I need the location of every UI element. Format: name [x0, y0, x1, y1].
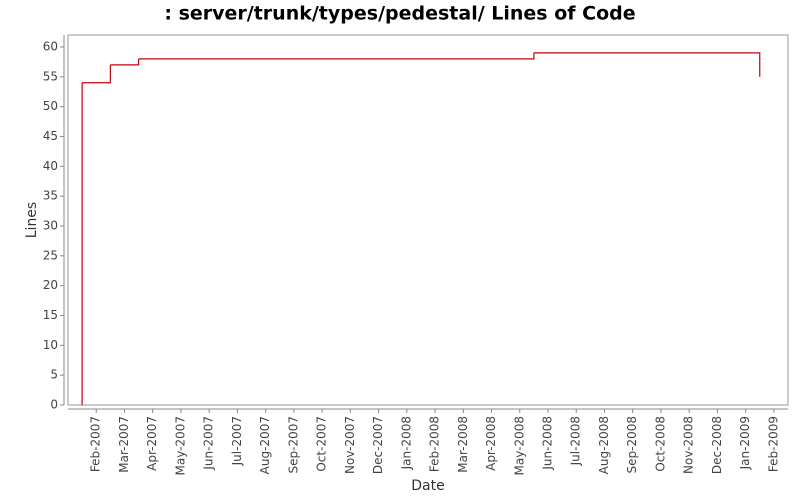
x-tick-label: Mar-2008: [456, 416, 470, 473]
x-tick-label: Feb-2008: [428, 416, 442, 472]
y-tick-label: 50: [43, 99, 58, 113]
x-tick-label: Feb-2007: [89, 416, 103, 472]
y-tick-label: 35: [43, 189, 58, 203]
step-segment: [138, 52, 535, 60]
y-tick-label: 40: [43, 159, 58, 173]
x-tick-label: Dec-2008: [710, 416, 724, 474]
x-tick-label: Aug-2007: [258, 416, 272, 474]
y-tick-label: 15: [43, 308, 58, 322]
x-tick-label: Mar-2007: [117, 416, 131, 473]
y-tick-label: 30: [43, 218, 58, 232]
y-tick-label: 60: [43, 39, 58, 53]
step-segment: [82, 64, 111, 84]
y-tick-label: 45: [43, 129, 58, 143]
x-tick-label: Sep-2007: [286, 416, 300, 474]
x-tick-label: Jan-2008: [399, 416, 413, 470]
y-tick-label: 20: [43, 278, 58, 292]
y-axis-label: Lines: [24, 202, 40, 238]
step-segment: [533, 52, 761, 77]
x-tick-label: Aug-2008: [597, 416, 611, 474]
y-tick-label: 5: [50, 368, 58, 382]
y-tick-label: 55: [43, 69, 58, 83]
x-tick-label: Jul-2007: [230, 416, 244, 466]
x-tick-label: Oct-2008: [653, 416, 667, 472]
x-tick-label: Feb-2009: [766, 416, 780, 472]
y-tick-label: 10: [43, 338, 58, 352]
x-tick-label: May-2007: [173, 416, 187, 475]
x-tick-label: May-2008: [512, 416, 526, 475]
x-tick-label: Nov-2007: [343, 416, 357, 474]
x-tick-label: Jun-2007: [202, 416, 216, 471]
x-tick-label: Jan-2009: [738, 416, 752, 470]
y-tick-label: 0: [50, 398, 58, 412]
plot-area: [67, 34, 789, 406]
x-tick-label: Dec-2007: [371, 416, 385, 474]
x-tick-label: Nov-2008: [682, 416, 696, 474]
step-segment: [110, 58, 140, 66]
x-tick-label: Apr-2007: [145, 416, 159, 471]
chart-title: : server/trunk/types/pedestal/ Lines of …: [164, 3, 635, 25]
x-axis-label: Date: [411, 478, 444, 494]
x-tick-label: Oct-2007: [315, 416, 329, 472]
x-tick-label: Jun-2008: [541, 416, 555, 471]
x-tick-label: Apr-2008: [484, 416, 498, 471]
x-tick-label: Jul-2008: [569, 416, 583, 466]
x-tick-label: Sep-2008: [625, 416, 639, 474]
y-tick-label: 25: [43, 248, 58, 262]
